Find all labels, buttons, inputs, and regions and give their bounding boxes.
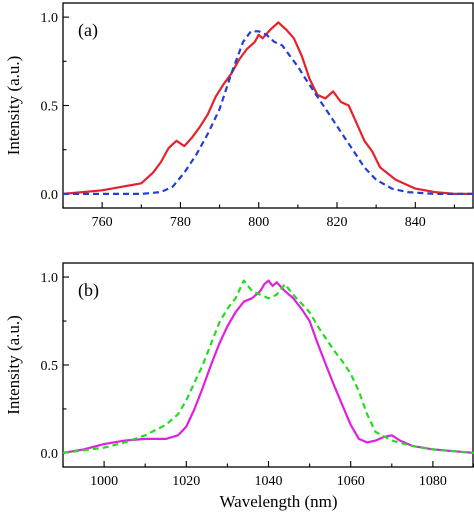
panel-b-y-tick-label: 0.5	[41, 359, 59, 374]
panel-b-plot-frame	[62, 262, 474, 468]
panel-a-x-tick-label: 820	[327, 215, 348, 230]
panel-b-x-tick-label: 1040	[255, 474, 283, 489]
panel-a-y-tick-label: 1.0	[41, 11, 59, 26]
chart-panel-b: 1000 1020 1040 1060 1080 0.0 0.5 1.0 Intensity (…	[4, 262, 474, 511]
panel-b-series-2-line	[63, 279, 474, 454]
panel-b-y-tick-label: 1.0	[41, 271, 59, 286]
panel-a-x-tick-label: 760	[92, 215, 113, 230]
panel-b-x-axis-title: Wavelength (nm)	[219, 492, 337, 511]
panel-a-x-tick-label: 780	[170, 215, 191, 230]
panel-a-x-tick-label: 840	[405, 215, 426, 230]
panel-a-panel-label: (a)	[78, 20, 98, 41]
panel-b-y-axis-title: Intensity (a.u.)	[4, 315, 23, 415]
panel-a-x-tick-label: 800	[248, 215, 269, 230]
panel-a-series-2-line	[63, 30, 474, 195]
panel-a-y-tick-label: 0.5	[41, 100, 59, 115]
panel-b-x-tick-label: 1020	[172, 474, 200, 489]
panel-a-y-axis-title: Intensity (a.u.)	[4, 56, 23, 156]
panel-b-series-1-line	[63, 279, 474, 454]
panel-b-x-tick-label: 1080	[419, 474, 447, 489]
panel-b-x-tick-label: 1000	[90, 474, 118, 489]
panel-a-y-tick-label: 0.0	[41, 188, 59, 203]
panel-b-y-tick-label: 0.0	[41, 447, 59, 462]
panel-a-series-1-line	[63, 21, 474, 195]
panel-b-panel-label: (b)	[78, 280, 99, 301]
chart-panel-a: 760 780 800 820 840 0.0 0.5 1.0 Intensity (a.u.)…	[4, 2, 474, 230]
panel-b-x-tick-label: 1060	[337, 474, 365, 489]
